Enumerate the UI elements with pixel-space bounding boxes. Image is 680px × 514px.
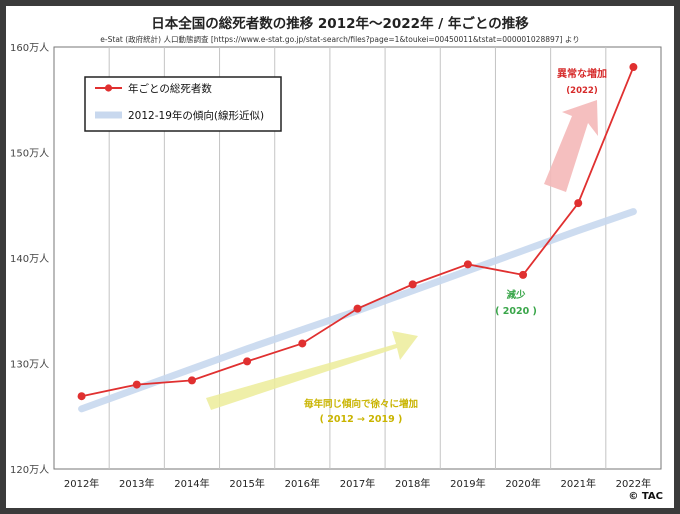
observed-point [353,304,362,313]
arrow-layer [206,100,598,410]
x-tick-label: 2019年 [450,477,485,490]
annotation-surge-year: (2022) [566,86,598,96]
y-tick-label: 140万人 [10,253,49,265]
chart-panel: 日本全国の総死者数の推移 2012年～2022年 / 年ごとの推移 e-Stat… [6,6,674,508]
observed-point [463,260,472,269]
observed-point [243,357,252,366]
observed-point [187,376,196,385]
legend-label-trend: 2012-19年の傾向(線形近似) [128,109,264,122]
x-tick-label: 2014年 [174,477,209,490]
observed-point [132,380,141,389]
x-tick-label: 2022年 [616,477,651,490]
annotation-decrease-year: ( 2020 ) [495,306,537,317]
annotation-decrease: 減少 [506,289,526,301]
legend-box [84,76,282,132]
series-layer [77,63,638,413]
observed-point [298,339,307,348]
legend-marker-observed [104,84,113,92]
annotation-trend: 毎年同じ傾向で徐々に増加 [304,398,418,410]
x-tick-label: 2021年 [561,477,596,490]
y-tick-label: 160万人 [10,42,49,54]
annotation-trend-years: ( 2012 → 2019 ) [320,414,403,425]
observed-point [574,199,583,208]
y-tick-label: 120万人 [10,464,49,476]
y-tick-label: 150万人 [10,148,49,160]
observed-point [629,63,638,72]
legend: 年ごとの総死者数 2012-19年の傾向(線形近似) [84,76,282,132]
x-tick-label: 2015年 [229,477,264,490]
y-tick-labels: 120万人 130万人 140万人 150万人 160万人 [10,42,49,476]
x-tick-label: 2017年 [340,477,375,490]
surge-arrow [544,100,598,192]
observed-point [408,280,417,289]
x-tick-labels: 2012年 2013年 2014年 2015年 2016年 2017年 2018年 2019年… [64,477,651,490]
chart-subtitle: e-Stat (政府統計) 人口動態調査 [https://www.e-stat… [100,34,579,44]
observed-point [519,270,528,279]
copyright-label: © TAC [628,491,663,502]
legend-label-observed: 年ごとの総死者数 [128,82,212,95]
trend-arrow [206,331,418,410]
observed-point [77,392,86,401]
annotation-surge: 異常な増加 [557,67,607,80]
chart-title: 日本全国の総死者数の推移 2012年～2022年 / 年ごとの推移 [151,15,529,32]
x-tick-label: 2013年 [119,477,154,490]
plot-border [53,46,662,470]
x-tick-label: 2012年 [64,477,99,490]
y-tick-label: 130万人 [10,359,49,371]
chart-svg: 日本全国の総死者数の推移 2012年～2022年 / 年ごとの推移 e-Stat… [10,15,663,502]
x-tick-label: 2018年 [395,477,430,490]
x-tick-label: 2016年 [285,477,320,490]
x-tick-label: 2020年 [505,477,540,490]
